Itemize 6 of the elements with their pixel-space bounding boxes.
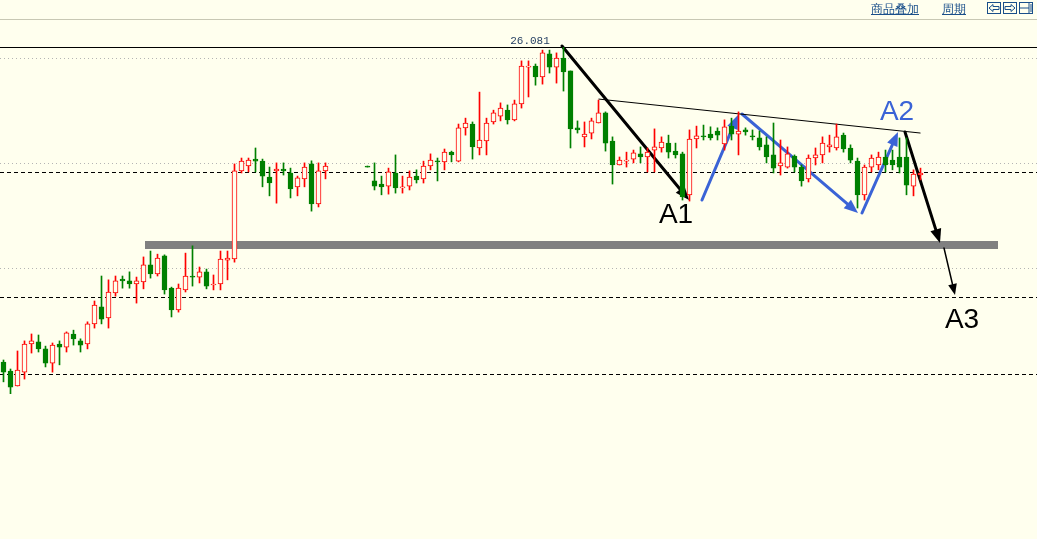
annotation: A2 [879, 94, 915, 126]
annotation: 26.081 [510, 34, 551, 47]
text: A3 [944, 302, 980, 334]
annotation: A1 [658, 197, 694, 229]
text: 周期 [942, 1, 966, 18]
text: 商品叠加 [871, 1, 919, 18]
